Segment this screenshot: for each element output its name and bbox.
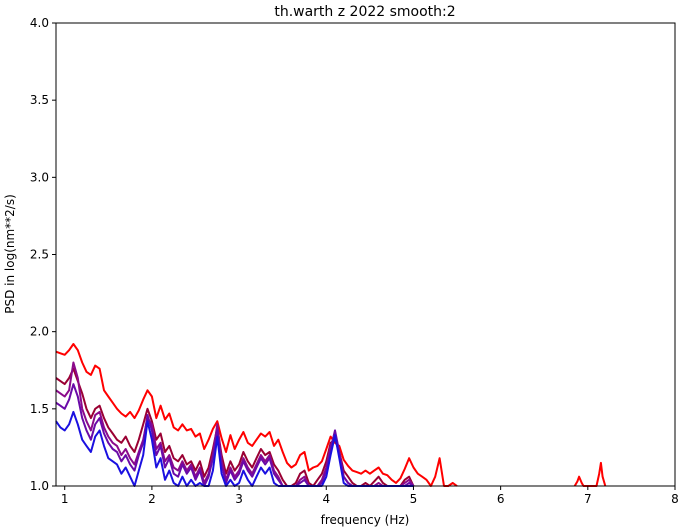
- x-axis-label: frequency (Hz): [321, 513, 410, 527]
- y-tick-label: 1.0: [30, 479, 49, 493]
- x-tick-label: 5: [410, 492, 418, 506]
- y-tick-label: 1.5: [30, 402, 49, 416]
- series-line-5: [573, 461, 607, 487]
- x-tick-label: 2: [148, 492, 156, 506]
- y-tick-label: 4.0: [30, 16, 49, 30]
- chart-title: th.warth z 2022 smooth:2: [274, 4, 455, 20]
- series-line-1: [55, 367, 415, 487]
- x-tick-label: 8: [671, 492, 679, 506]
- series-line-0: [55, 343, 458, 487]
- y-tick-label: 2.5: [30, 248, 49, 262]
- series-layer: [55, 343, 607, 487]
- x-tick-label: 6: [497, 492, 505, 506]
- y-tick-label: 3.0: [30, 170, 49, 184]
- y-tick-label: 3.5: [30, 93, 49, 107]
- x-tick-label: 7: [584, 492, 592, 506]
- y-axis: 1.0 1.5 2.0 2.5 3.0 3.5 4.0: [30, 16, 56, 493]
- y-tick-label: 2.0: [30, 325, 49, 339]
- x-tick-label: 1: [61, 492, 69, 506]
- x-tick-label: 4: [322, 492, 330, 506]
- x-tick-label: 3: [235, 492, 243, 506]
- y-axis-label: PSD in log(nm**2/s): [3, 194, 17, 314]
- series-line-2: [55, 361, 415, 487]
- x-axis: 1 2 3 4 5 6 7 8: [61, 486, 679, 506]
